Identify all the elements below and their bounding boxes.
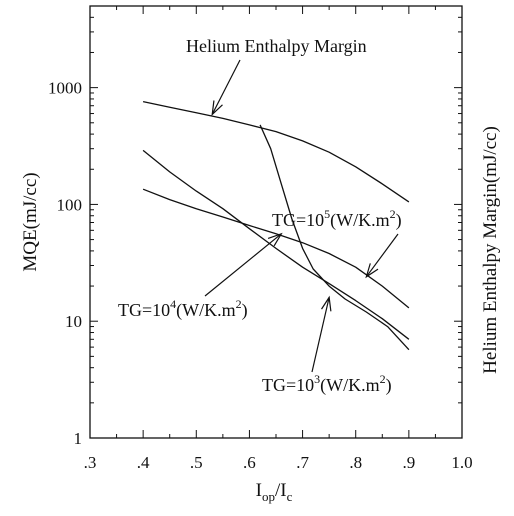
axis-ticks [89, 5, 463, 439]
series-line-3 [259, 124, 410, 351]
series-line-2 [142, 149, 410, 340]
annot-hem-arrow-head [211, 100, 223, 116]
series-lines [142, 100, 410, 351]
x-tick-label: .9 [402, 453, 415, 472]
x-tick-label: .4 [137, 453, 150, 472]
annot-tg5-label: TG=105(W/K.m2) [272, 207, 402, 231]
annot-tg4-arrow-head [267, 232, 283, 247]
x-tick-label: .8 [349, 453, 362, 472]
annotation-arrows [204, 59, 399, 373]
annot-hem-label: Helium Enthalpy Margin [186, 36, 367, 56]
annot-tg3-label: TG=103(W/K.m2) [262, 372, 392, 396]
annot-tg4-arrow-shaft [204, 233, 282, 297]
annot-tg3-arrow-shaft [311, 297, 330, 373]
series-line-0 [142, 100, 410, 203]
y-tick-label: 10 [65, 312, 82, 331]
x-tick-labels: .3 .4 .5 .6 .7 .8 .9 1.0 [84, 453, 473, 472]
y-tick-label: 1000 [48, 79, 82, 98]
y-tick-label: 100 [57, 195, 83, 214]
series-line-1 [142, 188, 410, 309]
annot-tg5-arrow-shaft [365, 233, 399, 278]
x-tick-label: .3 [84, 453, 97, 472]
x-tick-label: .7 [296, 453, 309, 472]
y-axis-title: MQE(mJ/cc) [20, 172, 41, 271]
x-axis-title: Iop/Ic [256, 480, 293, 504]
y-tick-labels: 1 10 100 1000 [48, 79, 82, 448]
x-tick-label: .5 [190, 453, 203, 472]
annot-hem-arrow-shaft [211, 59, 241, 115]
x-tick-label: .6 [243, 453, 256, 472]
annot-tg5-arrow-head [365, 263, 379, 279]
y-axis-title-right: Helium Enthalpy Margin(mJ/cc) [480, 126, 501, 374]
annot-tg4-label: TG=104(W/K.m2) [118, 297, 248, 321]
y-tick-label: 1 [74, 429, 83, 448]
annot-tg3-arrow-head [321, 295, 332, 312]
x-tick-label: 1.0 [451, 453, 472, 472]
